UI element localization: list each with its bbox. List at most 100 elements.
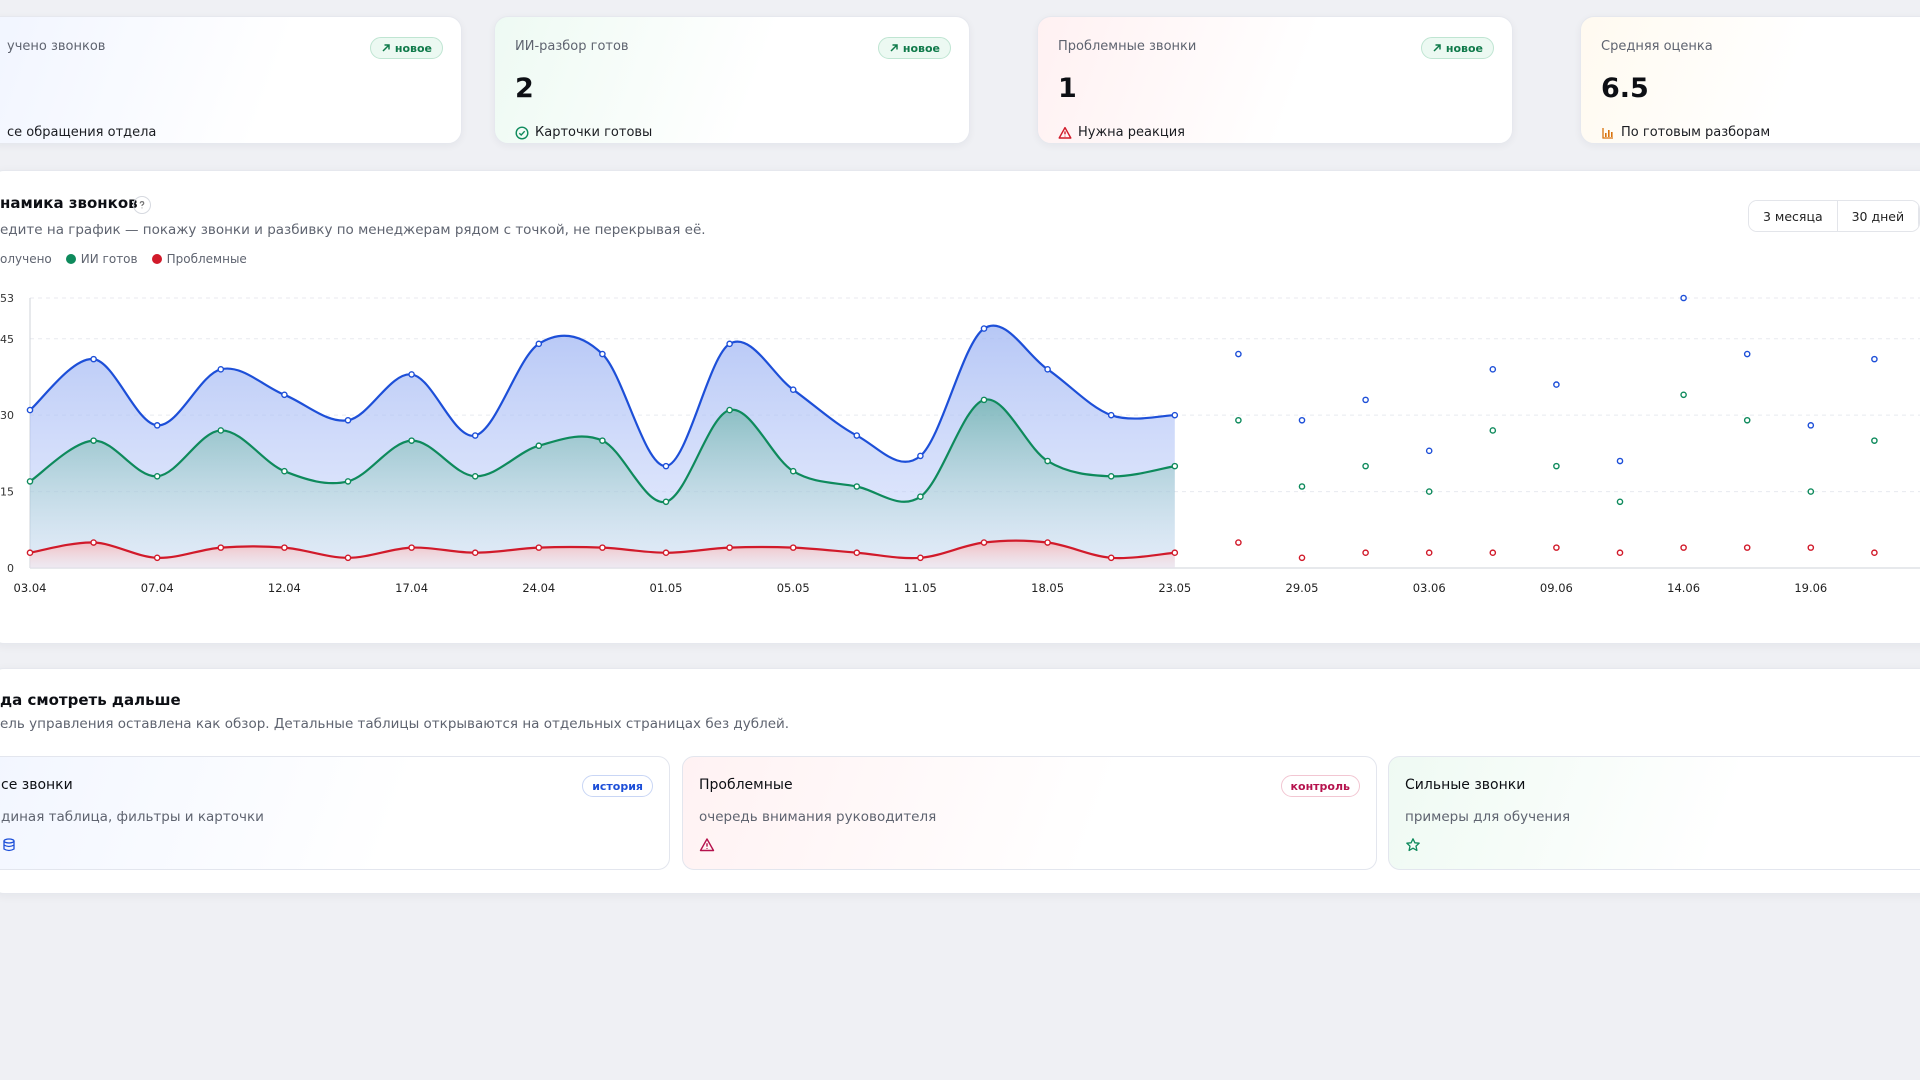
kpi-card-problem[interactable]: Проблемные звонки 1 новое Нужна реакция (1037, 16, 1513, 144)
new-badge: новое (369, 37, 443, 59)
point-problem (1743, 544, 1751, 551)
point-received (1362, 396, 1369, 404)
point-received (408, 371, 415, 378)
range-30-days-button[interactable]: 30 дней (1837, 201, 1920, 231)
kpi-value: 6.5 (1601, 73, 1649, 104)
point-ai-ready (1616, 498, 1624, 506)
point-problem (535, 544, 543, 551)
x-tick-label: 12.04 (268, 581, 301, 595)
point-problem (1553, 544, 1560, 551)
x-tick-label: 09.06 (1540, 581, 1573, 595)
point-ai-ready (408, 437, 415, 444)
badge-label: новое (394, 41, 432, 55)
kpi-label: Средняя оценка (1601, 39, 1713, 54)
point-ai-ready (26, 478, 34, 485)
point-ai-ready (1743, 416, 1751, 424)
point-problem (789, 544, 797, 551)
new-badge: новое (877, 37, 951, 59)
legend-item-ai-ready[interactable]: ИИ готов (65, 252, 138, 266)
badge-label: новое (1445, 41, 1483, 55)
help-icon[interactable] (133, 196, 151, 214)
kpi-note: Нужна реакция (1058, 125, 1185, 140)
point-received (1616, 457, 1624, 465)
point-received (535, 340, 543, 348)
y-tick-label: 30 (0, 409, 14, 422)
x-tick-label: 17.04 (395, 581, 428, 595)
card-all-calls[interactable]: се звонки диная таблица, фильтры и карто… (0, 756, 670, 870)
point-problem (1425, 549, 1433, 557)
point-problem (1489, 549, 1497, 557)
point-received (344, 416, 352, 424)
legend-dot (151, 254, 162, 264)
point-received (1743, 350, 1751, 358)
point-ai-ready (1489, 427, 1497, 434)
point-problem (980, 539, 988, 546)
point-problem (1107, 554, 1115, 562)
point-problem (1171, 549, 1179, 557)
card-problem-calls[interactable]: Проблемные очередь внимания руководителя… (682, 756, 1377, 870)
point-received (1235, 350, 1242, 358)
point-problem (1044, 539, 1051, 546)
point-problem (599, 544, 606, 551)
point-received (281, 391, 288, 399)
card-desc: примеры для обучения (1405, 809, 1571, 825)
point-ai-ready (789, 467, 797, 475)
x-tick-label: 18.05 (1031, 581, 1064, 595)
point-ai-ready (1680, 391, 1687, 399)
x-tick-label: 05.05 (777, 581, 810, 595)
x-tick-label: 03.04 (14, 581, 47, 595)
kpi-note: се обращения отдела (7, 125, 156, 140)
legend-item-received[interactable]: олучено (0, 252, 52, 266)
card-title: Проблемные (699, 777, 793, 793)
point-ai-ready (980, 396, 988, 404)
point-ai-ready (1171, 462, 1179, 470)
point-received (1553, 381, 1560, 388)
point-received (599, 350, 606, 358)
point-problem (1680, 544, 1687, 551)
point-ai-ready (90, 437, 97, 444)
point-problem (726, 544, 733, 551)
x-tick-label: 19.06 (1794, 581, 1827, 595)
range-3-months-button[interactable]: 3 месяца (1749, 201, 1838, 231)
point-ai-ready (281, 467, 288, 475)
y-tick-label: 45 (0, 333, 14, 346)
legend-label: Проблемные (166, 252, 247, 266)
point-problem (1616, 549, 1624, 557)
point-ai-ready (153, 473, 161, 480)
point-ai-ready (1235, 416, 1242, 424)
x-tick-label: 11.05 (904, 581, 937, 595)
kpi-card-average-score[interactable]: Средняя оценка 6.5 По готовым разборам (1580, 16, 1920, 144)
kpi-card-received[interactable]: учено звонков новое се обращения отдела (0, 16, 462, 144)
legend-item-problem[interactable]: Проблемные (151, 252, 247, 266)
point-ai-ready (1553, 462, 1560, 470)
point-ai-ready (1298, 483, 1306, 490)
point-received (1425, 447, 1433, 455)
point-received (980, 325, 988, 332)
card-badge: контроль (1280, 775, 1360, 797)
x-tick-label: 24.04 (522, 581, 555, 595)
calls-chart[interactable]: 0 15 30 45 53 03.04 07.04 12.04 17.04 24.04 01.05 0… (0, 280, 1920, 600)
kpi-note-text: се обращения отдела (7, 125, 157, 140)
point-ai-ready (1807, 488, 1815, 495)
card-title: се звонки (1, 777, 73, 793)
point-received (90, 355, 97, 363)
star-icon (1406, 838, 1420, 852)
point-received (217, 366, 225, 373)
point-problem (1807, 544, 1815, 551)
point-received (1489, 366, 1497, 373)
point-problem (26, 549, 34, 557)
x-tick-label: 03.06 (1413, 581, 1446, 595)
kpi-card-ai-ready[interactable]: ИИ-разбор готов 2 новое Карточки готовы (494, 16, 970, 144)
point-problem (281, 544, 288, 551)
point-received (853, 432, 861, 439)
point-received (662, 462, 670, 470)
card-title: Сильные звонки (1405, 777, 1526, 793)
new-badge: новое (1420, 37, 1494, 59)
point-received (153, 422, 161, 429)
point-problem (153, 554, 161, 562)
point-problem (662, 549, 670, 557)
point-ai-ready (917, 493, 924, 500)
card-strong-calls[interactable]: Сильные звонки примеры для обучения (1388, 756, 1920, 870)
x-tick-label: 29.05 (1286, 581, 1319, 595)
point-ai-ready (217, 427, 225, 434)
